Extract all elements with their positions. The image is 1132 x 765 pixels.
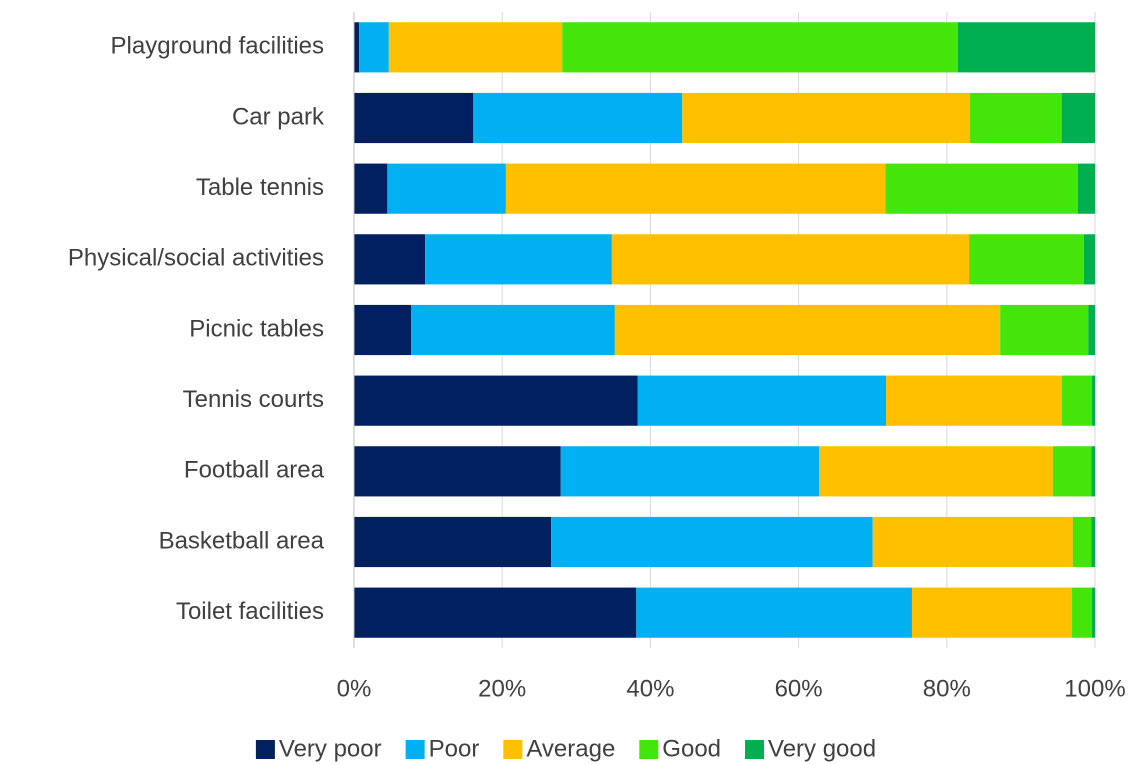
bar-segment — [354, 375, 638, 426]
y-tick-label: Playground facilities — [111, 33, 324, 60]
bar-segment — [611, 234, 970, 285]
bar-segment — [1061, 375, 1093, 426]
bar-segment — [1091, 516, 1095, 568]
bar-segment — [969, 234, 1084, 285]
legend-label: Very poor — [279, 735, 382, 762]
legend-label: Poor — [429, 735, 480, 762]
bar-segment — [1077, 163, 1095, 214]
bar-segment — [354, 234, 426, 285]
x-tick-label: 0% — [337, 675, 372, 702]
bar-segment — [819, 446, 1053, 497]
bar-segment — [636, 587, 912, 638]
bar-segment — [551, 516, 873, 568]
bar-segment — [614, 304, 1001, 356]
y-tick-label: Tennis courts — [183, 386, 324, 413]
y-tick-label: Table tennis — [196, 174, 324, 201]
legend-label: Very good — [768, 735, 876, 762]
bar-segment — [562, 22, 958, 73]
x-tick-label: 100% — [1064, 675, 1125, 702]
bar-segment — [637, 375, 887, 426]
bar-segment — [425, 234, 612, 285]
bar-segment — [354, 587, 637, 638]
bar-segment — [885, 163, 1078, 214]
bar-segment — [560, 446, 820, 497]
bar-segment — [1052, 446, 1092, 497]
bar-segment — [387, 163, 506, 214]
bar-segment — [911, 587, 1073, 638]
bar-segment — [505, 163, 886, 214]
bar-segment — [872, 516, 1073, 568]
legend-swatch — [405, 740, 425, 759]
y-tick-label: Toilet facilities — [176, 598, 324, 625]
bar-segment — [354, 163, 388, 214]
bar-segment — [886, 375, 1062, 426]
bar-segment — [1092, 587, 1095, 638]
y-tick-label: Basketball area — [159, 527, 325, 554]
bar-segment — [354, 22, 360, 73]
bar-segment — [354, 516, 552, 568]
x-tick-label: 60% — [775, 675, 823, 702]
bar-segment — [1092, 375, 1095, 426]
x-tick-label: 40% — [626, 675, 674, 702]
y-tick-label: Physical/social activities — [68, 245, 324, 272]
bar-segment — [359, 22, 389, 73]
bar-segment — [1000, 304, 1089, 356]
bar-segment — [1088, 304, 1095, 356]
bar-segment — [969, 92, 1062, 144]
bar-segment — [1072, 516, 1092, 568]
x-tick-label: 80% — [923, 675, 971, 702]
bar-segment — [388, 22, 563, 73]
bar-segment — [354, 446, 561, 497]
y-tick-label: Car park — [232, 103, 325, 130]
bar-segment — [1061, 92, 1095, 144]
legend-swatch — [255, 740, 275, 759]
y-tick-label: Football area — [184, 457, 325, 484]
bar-segment — [354, 92, 474, 144]
bar-segment — [1072, 587, 1093, 638]
legend-label: Average — [526, 735, 615, 762]
x-tick-label: 20% — [478, 675, 526, 702]
legend-swatch — [745, 740, 765, 759]
bar-segment — [682, 92, 970, 144]
bar-segment — [1091, 446, 1095, 497]
bar-segment — [1083, 234, 1095, 285]
bar-segment — [473, 92, 683, 144]
bar-segment — [354, 304, 412, 356]
y-tick-label: Picnic tables — [189, 315, 324, 342]
bar-segment — [957, 22, 1095, 73]
legend: Very poor Poor Average Good Very good — [255, 735, 876, 762]
legend-swatch — [639, 740, 659, 759]
bar-segment — [411, 304, 615, 356]
legend-swatch — [503, 740, 523, 759]
legend-label: Good — [662, 735, 721, 762]
